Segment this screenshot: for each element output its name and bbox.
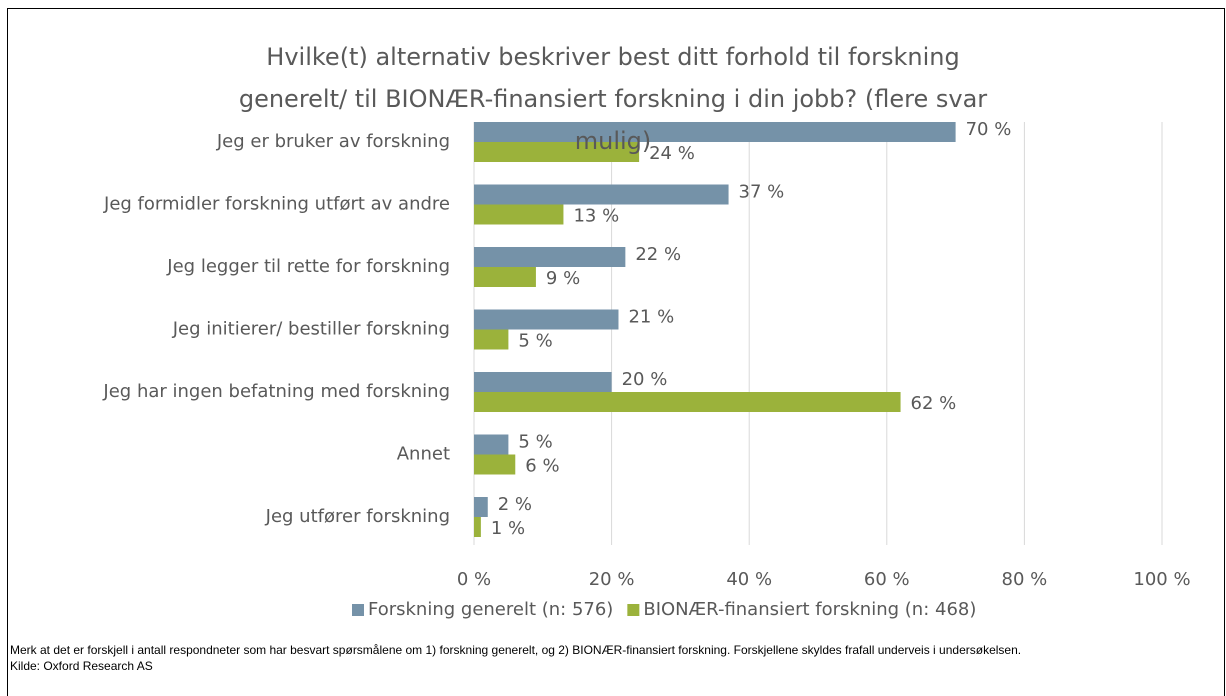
footnote: Merk at det er forskjell i antall respon… — [10, 642, 1226, 674]
data-label: 1 % — [491, 518, 525, 539]
bar — [474, 517, 481, 537]
bar — [474, 392, 901, 412]
legend-swatch — [352, 604, 364, 616]
y-tick-label: Jeg legger til rette for forskning — [166, 256, 450, 277]
y-tick-label: Annet — [397, 444, 450, 465]
data-label: 70 % — [966, 119, 1012, 140]
source: Kilde: Oxford Research AS — [10, 659, 153, 673]
y-tick-label: Jeg utfører forskning — [265, 506, 450, 527]
x-tick-label: 80 % — [1002, 569, 1048, 590]
bar — [474, 372, 612, 392]
bar — [474, 184, 729, 205]
bar — [474, 497, 488, 517]
legend-label: Forskning generelt (n: 576) — [368, 599, 613, 620]
bar — [474, 434, 509, 455]
chart-title: Hvilke(t) alternativ beskriver best ditt… — [238, 43, 988, 155]
x-tick-label: 100 % — [1133, 569, 1190, 590]
data-label: 5 % — [518, 331, 552, 352]
data-label: 20 % — [622, 369, 668, 390]
legend-swatch — [627, 604, 640, 616]
data-label: 9 % — [546, 268, 580, 289]
x-tick-label: 40 % — [726, 569, 772, 590]
note: Merk at det er forskjell i antall respon… — [10, 643, 1022, 657]
bar — [474, 329, 509, 350]
y-tick-label: Jeg initierer/ bestiller forskning — [172, 319, 450, 340]
y-tick-label: Jeg har ingen befatning med forskning — [102, 381, 450, 402]
bar — [474, 204, 564, 225]
bar — [474, 267, 536, 287]
data-label: 2 % — [498, 494, 532, 515]
frame — [7, 8, 1225, 696]
y-tick-label: Jeg er bruker av forskning — [216, 131, 450, 152]
bar — [474, 122, 956, 142]
data-label: 21 % — [628, 307, 674, 328]
bar — [474, 247, 626, 267]
x-tick-label: 60 % — [864, 569, 910, 590]
bar — [474, 309, 619, 330]
legend-label: BIONÆR-finansiert forskning (n: 468) — [643, 599, 976, 620]
data-label: 24 % — [649, 143, 695, 164]
bar — [474, 142, 640, 162]
data-label: 6 % — [525, 456, 559, 477]
bar — [474, 454, 516, 475]
y-tick-label: Jeg formidler forskning utført av andre — [103, 194, 450, 215]
data-label: 13 % — [573, 206, 619, 227]
data-label: 22 % — [635, 244, 681, 265]
x-tick-label: 0 % — [457, 569, 491, 590]
data-label: 37 % — [739, 182, 785, 203]
data-label: 5 % — [518, 432, 552, 453]
x-tick-label: 20 % — [589, 569, 635, 590]
data-label: 62 % — [911, 393, 957, 414]
